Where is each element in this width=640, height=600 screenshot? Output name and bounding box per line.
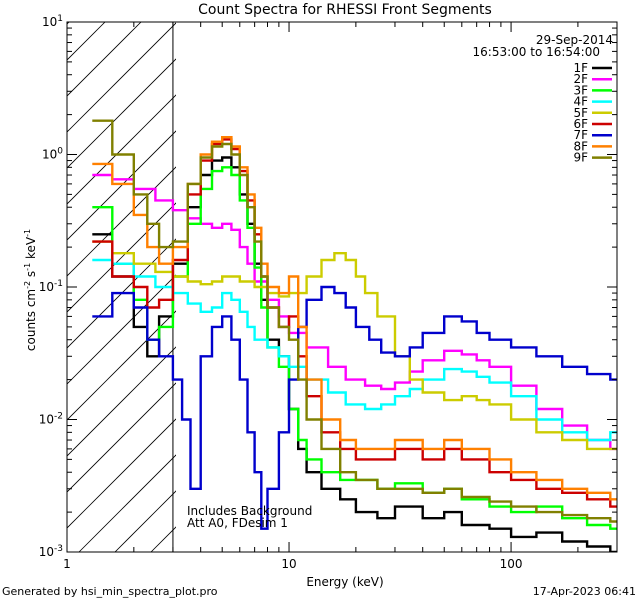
legend-date: 29-Sep-2014 <box>536 33 613 47</box>
x-axis-label: Energy (keV) <box>306 575 383 589</box>
annotation-attenuator: Att A0, FDesim 1 <box>187 516 288 530</box>
legend-label-1F: 1F <box>573 61 588 75</box>
hatch-line <box>0 0 103 552</box>
legend-label-8F: 8F <box>573 139 588 153</box>
y-tick-label: 10-1 <box>39 279 63 294</box>
annotation-background: Includes Background <box>187 504 312 518</box>
footer-generated-by: Generated by hsi_min_spectra_plot.pro <box>2 585 218 598</box>
hatch-line <box>67 382 176 493</box>
series-line-6F <box>92 138 617 508</box>
axis-ticks <box>66 22 618 553</box>
series-line-5F <box>92 240 617 451</box>
series-line-8F <box>92 136 617 501</box>
hatch-line <box>67 238 176 349</box>
series-line-9F <box>92 119 617 523</box>
hatch-line <box>67 346 176 457</box>
y-tick-label: 100 <box>42 147 63 162</box>
series-line-3F <box>92 166 617 530</box>
legend-label-9F: 9F <box>573 151 588 165</box>
y-tick-label: 10-2 <box>39 412 63 427</box>
hatch-line <box>67 94 176 205</box>
series-line-1F <box>92 156 617 552</box>
legend-label-7F: 7F <box>573 128 588 142</box>
series-line-4F <box>92 258 617 442</box>
legend-label-3F: 3F <box>573 83 588 97</box>
y-tick-label: 101 <box>42 14 63 29</box>
y-axis-label: counts cm-2 s-1 keV-1 <box>23 229 38 351</box>
y-tick-label: 10-3 <box>39 544 63 559</box>
footer-timestamp: 17-Apr-2023 06:41 <box>533 585 636 598</box>
hatch-line <box>67 166 176 277</box>
legend-label-4F: 4F <box>573 95 588 109</box>
legend-label-5F: 5F <box>573 106 588 120</box>
hatch-line <box>67 418 176 529</box>
axis-tick-labels: 1 10 100 10-3 10-2 10-1 100 101 <box>39 14 523 571</box>
x-tick-label: 1 <box>63 557 71 571</box>
legend-time-range: 16:53:00 to 16:54:00 <box>473 45 600 59</box>
legend-label-6F: 6F <box>573 117 588 131</box>
x-tick-label: 100 <box>500 557 523 571</box>
x-tick-label: 10 <box>281 557 296 571</box>
series-line-2F <box>92 173 617 451</box>
series-layer <box>92 119 617 552</box>
hatch-line <box>67 22 176 133</box>
hatch-line <box>114 490 176 552</box>
hatch-line <box>67 22 142 97</box>
legend-label-2F: 2F <box>573 72 588 86</box>
hatch-line <box>67 22 106 61</box>
hatch-line <box>67 274 176 385</box>
chart-title: Count Spectra for RHESSI Front Segments <box>198 2 492 18</box>
